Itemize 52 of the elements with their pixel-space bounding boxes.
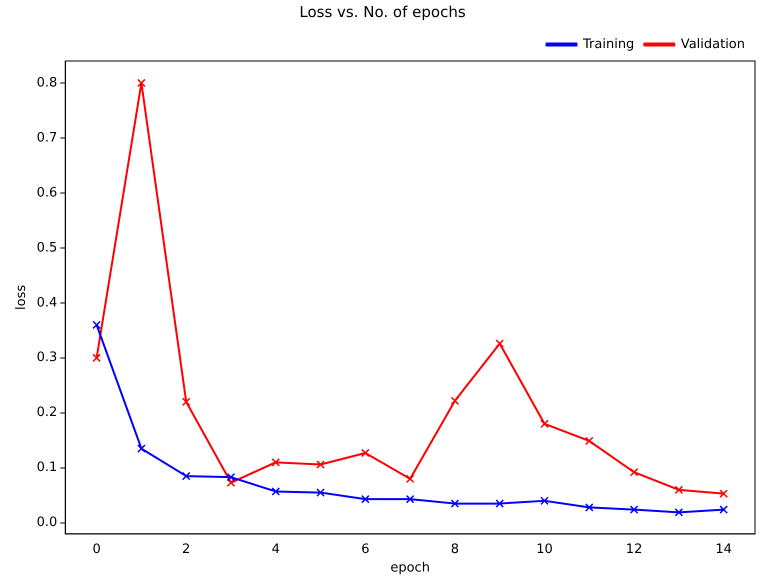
x-tick-label: 12	[626, 542, 642, 557]
point	[674, 486, 684, 494]
x-tick-label: 10	[536, 542, 553, 557]
point	[92, 354, 101, 362]
point	[585, 436, 594, 446]
y-tick-label: 0.5	[36, 240, 58, 256]
point	[630, 468, 638, 477]
point	[271, 487, 280, 496]
point	[271, 458, 280, 467]
x-axis-title: epoch	[390, 560, 430, 576]
chart-title: Loss vs. No. of epochs	[299, 2, 466, 21]
point	[182, 472, 190, 480]
y-tick-label: 0.7	[36, 130, 58, 146]
point	[495, 499, 504, 508]
x-tick-label: 2	[182, 542, 190, 557]
point	[585, 503, 594, 512]
x-tick-label: 0	[92, 542, 101, 557]
y-tick-label: 0.0	[36, 515, 58, 530]
y-tick-label: 0.3	[36, 350, 58, 366]
point	[137, 444, 146, 453]
point	[361, 448, 370, 458]
y-tick-label: 0.4	[36, 295, 58, 310]
point	[137, 78, 146, 88]
y-tick-label: 0.6	[36, 185, 58, 200]
point	[226, 472, 236, 482]
point	[630, 505, 638, 514]
x-tick-label: 6	[361, 542, 370, 557]
point	[450, 499, 460, 508]
point	[540, 420, 549, 428]
x-tick-label: 8	[450, 542, 460, 557]
y-axis-title: loss	[14, 284, 30, 310]
point	[226, 478, 236, 487]
point	[316, 488, 325, 497]
point	[406, 494, 414, 504]
point	[316, 460, 325, 469]
point	[406, 474, 414, 484]
point	[495, 339, 504, 348]
x-tick-label: 4	[272, 542, 280, 557]
y-tick-label: 0.2	[36, 405, 58, 420]
point	[719, 489, 728, 498]
point	[450, 396, 460, 406]
point	[92, 320, 101, 330]
point	[540, 496, 549, 506]
point	[719, 505, 728, 514]
x-tick-label: 14	[715, 542, 732, 557]
legend-label: Validation	[680, 36, 746, 52]
point	[182, 398, 190, 406]
y-tick-label: 0.8	[36, 75, 58, 90]
y-tick-label: 0.1	[36, 460, 58, 476]
point	[361, 494, 370, 504]
legend-label: Training	[582, 36, 634, 52]
point	[674, 508, 684, 517]
